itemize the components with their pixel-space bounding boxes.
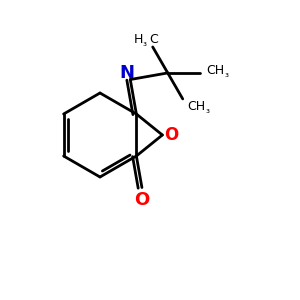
- Text: ₃: ₃: [225, 69, 229, 79]
- Text: CH: CH: [188, 100, 206, 113]
- Text: O: O: [164, 126, 178, 144]
- Text: H: H: [134, 34, 143, 46]
- Text: ₃: ₃: [143, 38, 147, 48]
- Text: O: O: [134, 190, 150, 208]
- Text: N: N: [120, 64, 135, 82]
- Text: C: C: [149, 34, 158, 46]
- Text: ₃: ₃: [206, 105, 210, 115]
- Text: CH: CH: [207, 64, 225, 77]
